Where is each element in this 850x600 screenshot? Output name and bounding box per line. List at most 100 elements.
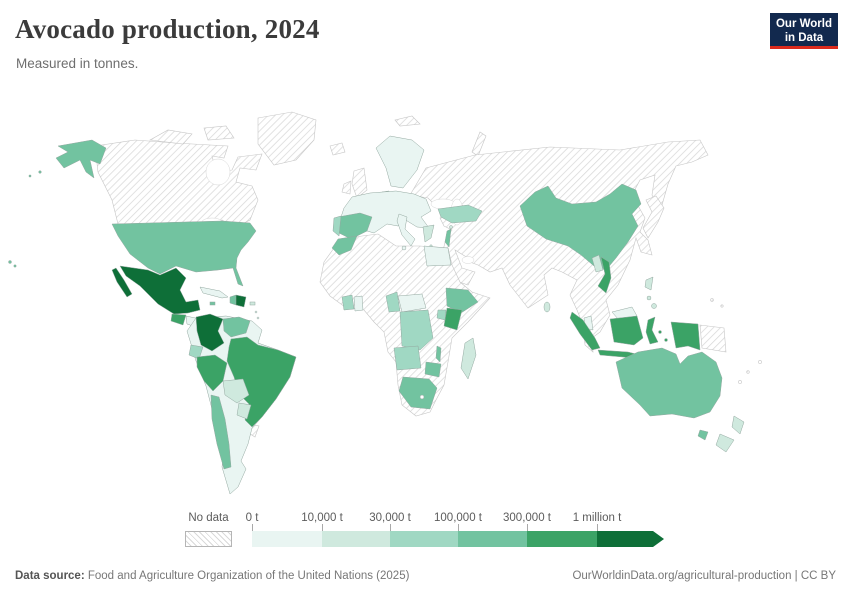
legend-no-data-label: No data bbox=[188, 512, 229, 524]
country-chile[interactable] bbox=[210, 394, 232, 470]
attribution-link[interactable]: OurWorldinData.org/agricultural-producti… bbox=[572, 570, 836, 582]
page-title: Avocado production, 2024 bbox=[15, 14, 320, 44]
hawaii-usa bbox=[8, 260, 12, 264]
new-zealand-south-island[interactable] bbox=[715, 433, 735, 453]
country-philippines[interactable] bbox=[644, 276, 654, 291]
country-puerto-rico[interactable] bbox=[249, 301, 256, 306]
legend-no-data-swatch[interactable] bbox=[185, 531, 232, 547]
country-vietnam[interactable] bbox=[597, 256, 612, 294]
country-angola[interactable] bbox=[393, 345, 422, 371]
legend-tick bbox=[322, 524, 323, 532]
country-uganda[interactable] bbox=[436, 309, 447, 321]
country-dr-congo[interactable] bbox=[399, 309, 434, 351]
australia-tasmania bbox=[697, 429, 709, 441]
country-new-caledonia[interactable] bbox=[738, 380, 742, 384]
country-iceland[interactable] bbox=[329, 142, 346, 156]
country-mexico[interactable] bbox=[119, 265, 201, 315]
country-sri-lanka[interactable] bbox=[543, 301, 551, 313]
country-greenland[interactable] bbox=[257, 111, 317, 166]
country-south-africa[interactable] bbox=[398, 376, 438, 410]
country-paraguay[interactable] bbox=[236, 402, 252, 420]
country-papua-new-guinea[interactable] bbox=[699, 324, 727, 353]
legend-tick-label-4: 300,000 t bbox=[503, 512, 551, 524]
indonesia-maluku bbox=[658, 330, 662, 334]
country-japan[interactable] bbox=[642, 195, 665, 239]
country-ireland[interactable] bbox=[341, 180, 352, 195]
legend-tick-label-1: 10,000 t bbox=[301, 512, 343, 524]
legend-bin-5[interactable] bbox=[597, 531, 664, 547]
baja-california-mexico bbox=[111, 267, 133, 298]
legend-tick bbox=[527, 524, 528, 532]
legend-tick-label-2: 30,000 t bbox=[369, 512, 411, 524]
country-laos[interactable] bbox=[591, 254, 604, 273]
country-cote-divoire[interactable] bbox=[341, 294, 355, 311]
philippines-mindanao bbox=[651, 303, 657, 309]
lesser-antilles bbox=[254, 310, 258, 314]
owid-logo[interactable]: Our World in Data bbox=[770, 13, 838, 49]
hudson-bay bbox=[205, 158, 231, 186]
legend-bin-4[interactable] bbox=[527, 531, 597, 547]
new-zealand-north-island[interactable] bbox=[731, 415, 745, 435]
country-united-states[interactable] bbox=[111, 220, 257, 287]
pacific-islands bbox=[710, 298, 714, 302]
persian-gulf bbox=[461, 256, 475, 264]
country-lesotho[interactable] bbox=[419, 394, 425, 400]
country-fiji[interactable] bbox=[758, 360, 762, 364]
legend-tick-label-0: 0 t bbox=[245, 512, 259, 524]
world-choropleth-map bbox=[8, 111, 762, 495]
logo-line2: in Data bbox=[784, 32, 824, 45]
country-greece[interactable] bbox=[422, 224, 435, 243]
legend-tick bbox=[597, 524, 598, 532]
country-dominican-republic[interactable] bbox=[235, 294, 247, 308]
country-brazil[interactable] bbox=[226, 336, 297, 428]
country-malawi[interactable] bbox=[435, 345, 442, 363]
legend-bin-0[interactable] bbox=[252, 531, 322, 547]
legend-bin-1[interactable] bbox=[322, 531, 390, 547]
indonesia-sulawesi[interactable] bbox=[645, 316, 659, 345]
country-guatemala[interactable] bbox=[170, 313, 187, 326]
lesser-antilles bbox=[256, 316, 260, 320]
country-alaska-usa[interactable] bbox=[55, 139, 107, 179]
country-peru[interactable] bbox=[196, 354, 228, 392]
country-egypt[interactable] bbox=[423, 245, 452, 267]
country-united-kingdom[interactable] bbox=[351, 167, 368, 199]
indonesia-sumatra[interactable] bbox=[569, 311, 601, 351]
country-vanuatu[interactable] bbox=[746, 370, 750, 374]
region-scandinavia[interactable] bbox=[375, 135, 425, 189]
country-ethiopia[interactable] bbox=[445, 287, 479, 314]
legend-tick-label-5: 1 million t bbox=[572, 512, 622, 524]
country-morocco[interactable] bbox=[331, 235, 358, 256]
country-cyprus[interactable] bbox=[449, 225, 453, 229]
country-cameroon[interactable] bbox=[385, 291, 401, 313]
legend-bin-3[interactable] bbox=[458, 531, 527, 547]
country-cuba[interactable] bbox=[199, 286, 229, 299]
indonesia-kalimantan[interactable] bbox=[609, 315, 644, 346]
country-israel[interactable] bbox=[444, 228, 452, 248]
indonesia-maluku bbox=[664, 338, 668, 342]
philippines-visayas bbox=[646, 295, 652, 301]
legend-tick bbox=[458, 524, 459, 532]
country-zimbabwe[interactable] bbox=[424, 361, 442, 378]
country-bolivia[interactable] bbox=[222, 378, 250, 404]
indonesia-papua[interactable] bbox=[670, 321, 701, 351]
country-china[interactable] bbox=[519, 183, 642, 271]
data-source-value: Food and Agriculture Organization of the… bbox=[84, 570, 410, 582]
legend-bin-2[interactable] bbox=[390, 531, 458, 547]
country-canada[interactable] bbox=[94, 139, 263, 229]
country-italy[interactable] bbox=[396, 213, 416, 247]
country-central-african-republic[interactable] bbox=[397, 293, 427, 313]
chart-subtitle: Measured in tonnes. bbox=[16, 56, 139, 71]
country-jamaica[interactable] bbox=[209, 301, 216, 306]
country-venezuela[interactable] bbox=[222, 316, 251, 338]
aleutian-islands bbox=[38, 170, 42, 174]
country-turkey[interactable] bbox=[437, 204, 483, 224]
country-australia[interactable] bbox=[615, 347, 723, 419]
data-source-label: Data source: bbox=[15, 570, 85, 582]
country-haiti[interactable] bbox=[229, 294, 237, 306]
country-portugal[interactable] bbox=[332, 215, 342, 237]
country-colombia[interactable] bbox=[195, 313, 225, 352]
aleutian-islands bbox=[28, 174, 32, 178]
country-ghana[interactable] bbox=[353, 295, 364, 312]
country-madagascar[interactable] bbox=[460, 337, 477, 380]
